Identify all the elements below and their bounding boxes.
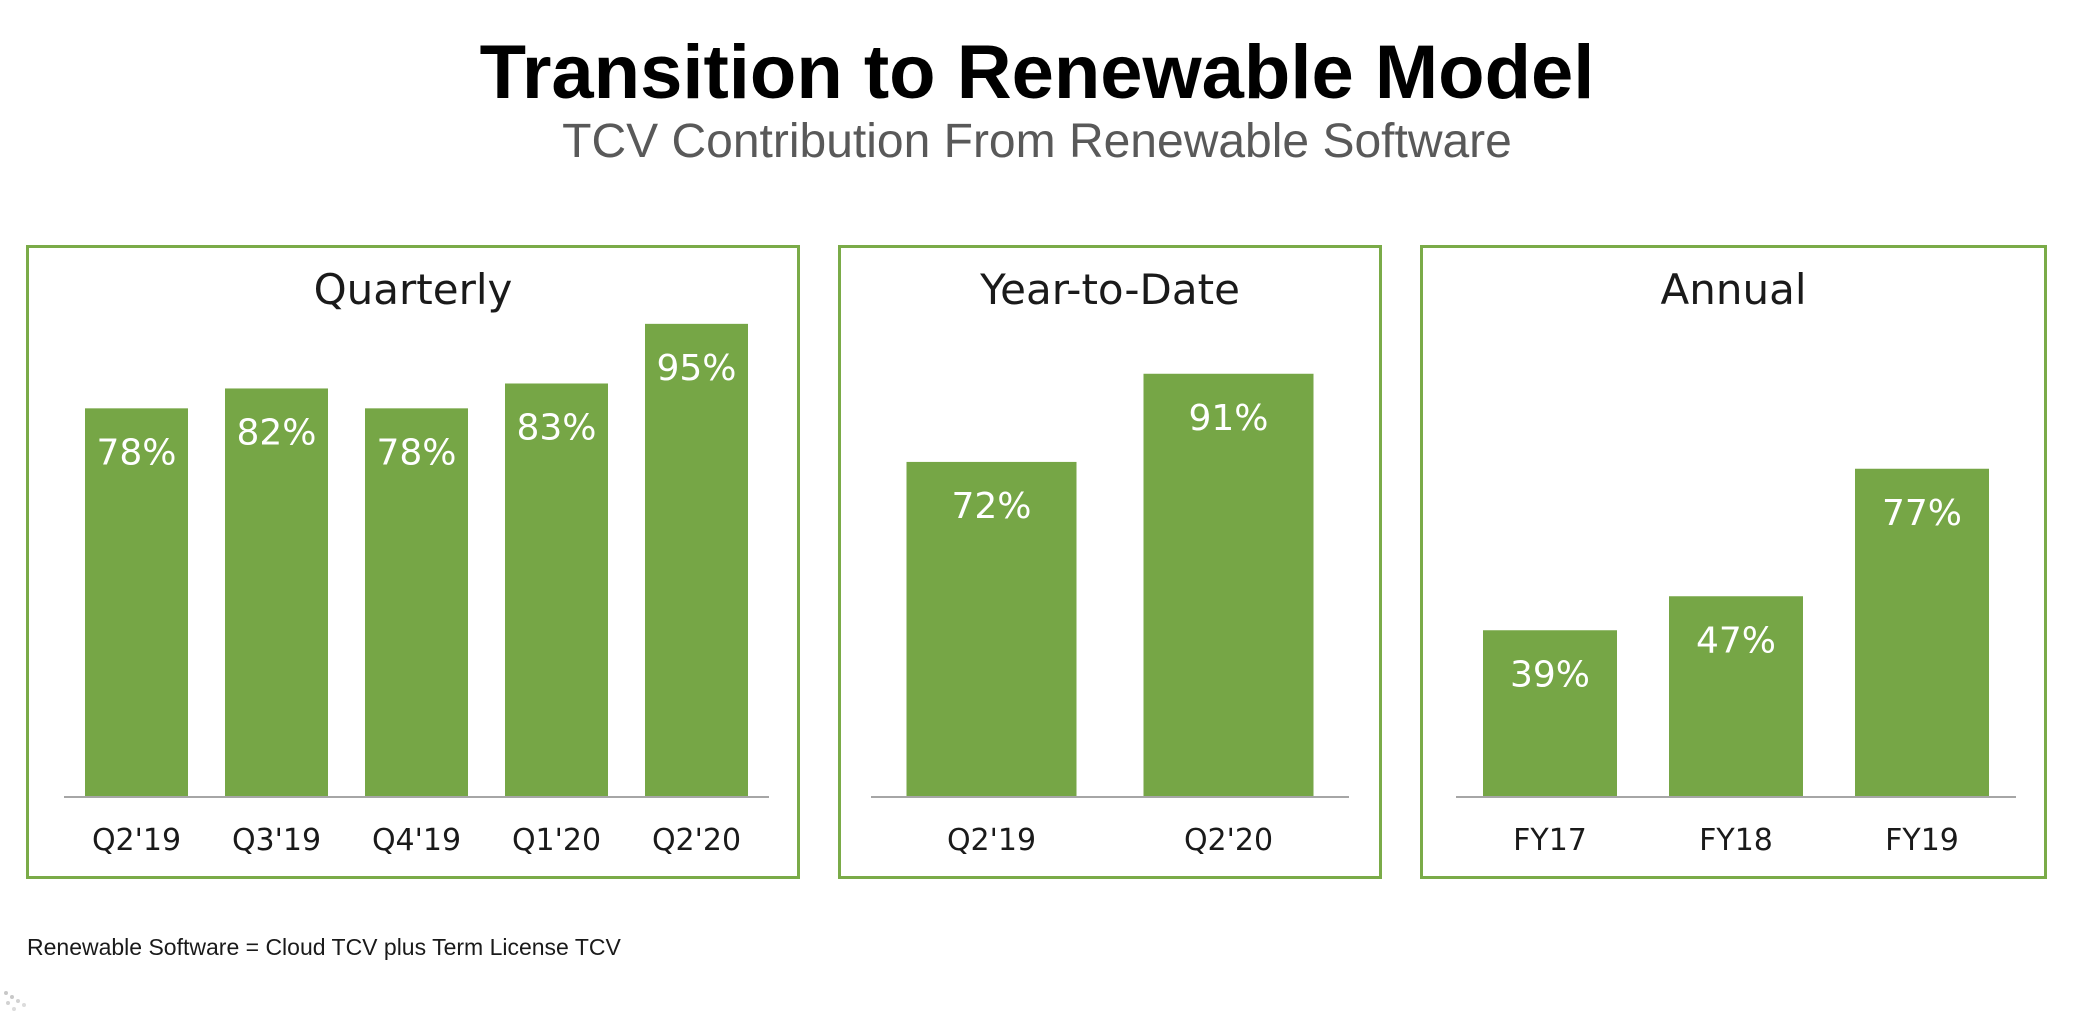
annual-tick-label-fy18: FY18: [1699, 823, 1773, 858]
annual-data-label-fy17: 39%: [1510, 654, 1590, 695]
quarterly-tick-label-q419: Q4'19: [372, 823, 461, 858]
annual-data-label-fy18: 47%: [1696, 620, 1776, 661]
corner-logo-fragment: [4, 991, 26, 1011]
annual-chart: Annual 39% FY17 47% FY18 77% FY19: [1456, 265, 2016, 858]
annual-bar-fy17: [1483, 630, 1617, 796]
page-title: Transition to Renewable Model: [479, 30, 1595, 115]
quarterly-data-label-q220: 95%: [656, 348, 736, 389]
quarterly-bar-q319: [225, 388, 328, 796]
quarterly-chart-panel: Quarterly 78% Q2'19 82% Q3'19 78% Q4'19 83% Q1'2…: [26, 245, 800, 879]
annual-bar-fy19: [1855, 468, 1989, 796]
quarterly-data-label-q120: 83%: [516, 407, 596, 448]
annual-chart-panel: Annual 39% FY17 47% FY18 77% FY19: [1420, 245, 2047, 879]
footnote: Renewable Software = Cloud TCV plus Term…: [27, 934, 621, 960]
annual-tick-label-fy19: FY19: [1885, 823, 1959, 858]
quarterly-tick-label-q120: Q1'20: [512, 823, 601, 858]
annual-bar-fy18: [1669, 596, 1803, 796]
quarterly-data-label-q319: 82%: [236, 412, 316, 453]
quarterly-tick-label-q220: Q2'20: [652, 823, 741, 858]
annual-data-label-fy19: 77%: [1882, 493, 1962, 534]
annual-tick-label-fy17: FY17: [1513, 823, 1587, 858]
year-to-date-bar-q219: [906, 461, 1077, 796]
page-subtitle: TCV Contribution From Renewable Software: [562, 115, 1512, 168]
quarterly-tick-label-q319: Q3'19: [232, 823, 321, 858]
year-to-date-data-label-q220: 91%: [1188, 398, 1268, 439]
year-to-date-chart-panel: Year-to-Date 72% Q2'19 91% Q2'20: [838, 245, 1382, 879]
quarterly-tick-label-q219: Q2'19: [92, 823, 181, 858]
year-to-date-chart: Year-to-Date 72% Q2'19 91% Q2'20: [871, 265, 1349, 858]
quarterly-data-label-q219: 78%: [96, 432, 176, 473]
year-to-date-tick-label-q220: Q2'20: [1184, 823, 1273, 858]
year-to-date-chart-title: Year-to-Date: [979, 265, 1240, 314]
quarterly-bar-q219: [85, 408, 188, 796]
annual-chart-title: Annual: [1661, 265, 1807, 314]
quarterly-bar-q120: [505, 383, 608, 796]
quarterly-bar-q419: [365, 408, 468, 796]
year-to-date-data-label-q219: 72%: [951, 486, 1031, 527]
year-to-date-tick-label-q219: Q2'19: [947, 823, 1036, 858]
quarterly-chart-title: Quarterly: [314, 265, 513, 314]
quarterly-bar-q220: [645, 323, 748, 796]
year-to-date-bar-q220: [1143, 373, 1314, 796]
quarterly-data-label-q419: 78%: [376, 432, 456, 473]
quarterly-chart: Quarterly 78% Q2'19 82% Q3'19 78% Q4'19 83% Q1'2…: [64, 265, 769, 858]
